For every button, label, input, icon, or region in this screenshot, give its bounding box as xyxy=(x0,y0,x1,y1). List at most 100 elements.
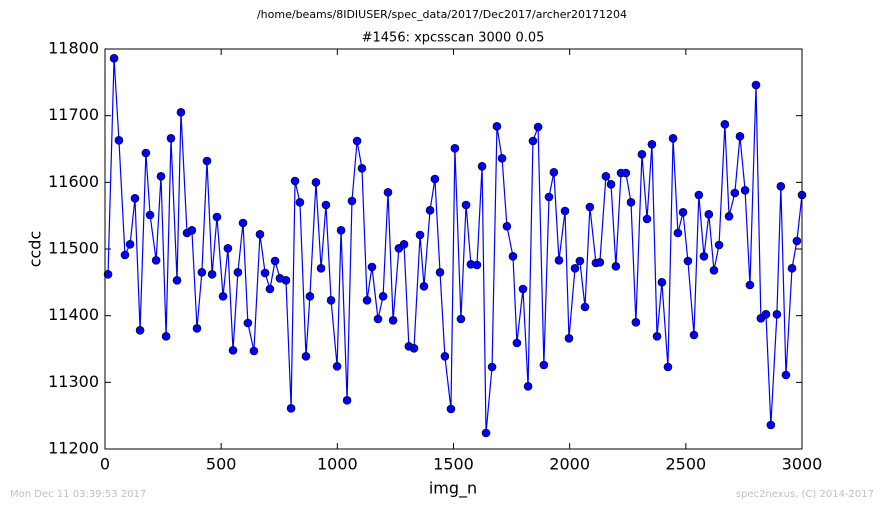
data-point xyxy=(477,162,487,171)
data-point xyxy=(683,256,693,266)
y-tick-label: 11400 xyxy=(48,305,99,324)
data-point xyxy=(367,262,377,272)
x-axis-label: img_n xyxy=(429,479,477,499)
data-point xyxy=(533,122,543,132)
data-point xyxy=(103,270,113,279)
data-point xyxy=(518,284,528,294)
data-point xyxy=(435,268,445,277)
data-point xyxy=(575,256,585,266)
data-point xyxy=(135,326,145,335)
data-point xyxy=(228,346,238,355)
data-point xyxy=(207,270,217,279)
data-point xyxy=(631,318,641,327)
data-point xyxy=(776,182,786,191)
x-tick-label: 3000 xyxy=(782,455,823,474)
data-point xyxy=(249,346,259,356)
data-point xyxy=(197,268,207,277)
data-point xyxy=(528,136,538,146)
data-point xyxy=(580,302,590,312)
data-point xyxy=(223,244,233,253)
data-point xyxy=(399,240,409,249)
plot-frame xyxy=(104,48,803,450)
data-point xyxy=(694,190,704,200)
data-point xyxy=(663,362,673,372)
data-point xyxy=(714,240,724,250)
data-point xyxy=(281,276,291,285)
data-point xyxy=(554,256,564,265)
data-point xyxy=(523,382,533,391)
y-tick-label: 11700 xyxy=(48,105,99,124)
data-point xyxy=(109,54,119,63)
data-point xyxy=(450,144,460,153)
data-point xyxy=(481,428,491,438)
data-point xyxy=(601,172,611,181)
data-point xyxy=(647,140,657,149)
data-point xyxy=(689,330,699,340)
data-point xyxy=(218,292,228,301)
data-point xyxy=(544,192,554,202)
y-tick-label: 11200 xyxy=(48,439,99,458)
y-tick-label: 11300 xyxy=(48,372,99,391)
data-point xyxy=(114,136,124,145)
data-point xyxy=(512,338,522,348)
data-point xyxy=(290,176,300,186)
data-point xyxy=(611,262,621,271)
data-point xyxy=(409,344,419,353)
data-point xyxy=(238,218,248,228)
data-point xyxy=(487,362,497,372)
data-line xyxy=(107,58,803,434)
data-point xyxy=(595,258,605,267)
data-point xyxy=(151,256,161,265)
data-point xyxy=(120,250,130,260)
data-point xyxy=(606,180,616,189)
data-point xyxy=(145,210,155,220)
data-point xyxy=(564,334,574,343)
data-point xyxy=(336,226,346,235)
data-point xyxy=(766,420,776,430)
data-point xyxy=(724,212,734,221)
data-point xyxy=(166,134,176,143)
data-point xyxy=(456,314,466,324)
data-point xyxy=(316,264,326,273)
data-point xyxy=(187,226,197,235)
data-point xyxy=(787,264,797,273)
data-point xyxy=(156,172,166,181)
data-point xyxy=(735,132,745,141)
data-point xyxy=(772,310,782,319)
data-point xyxy=(347,196,357,206)
data-point xyxy=(378,292,388,301)
data-point xyxy=(311,178,321,187)
data-point xyxy=(192,324,202,333)
data-point xyxy=(730,188,740,198)
y-axis-label: ccdc xyxy=(26,231,45,268)
data-point xyxy=(751,80,761,90)
data-point xyxy=(388,316,398,325)
data-point xyxy=(286,404,296,413)
data-point xyxy=(637,150,647,159)
data-point xyxy=(626,198,636,207)
y-tick-label: 11500 xyxy=(48,239,99,258)
chart-title: /home/beams/8IDIUSER/spec_data/2017/Dec2… xyxy=(257,8,627,21)
data-point xyxy=(243,318,253,328)
data-point xyxy=(321,200,331,210)
data-point xyxy=(125,240,135,249)
data-point xyxy=(621,168,631,178)
data-point xyxy=(430,174,440,184)
data-point xyxy=(176,108,186,117)
data-point xyxy=(720,120,730,129)
x-tick-label: 1500 xyxy=(433,455,474,474)
data-point xyxy=(704,210,714,219)
y-tick-label: 11600 xyxy=(48,172,99,191)
x-tick-label: 2500 xyxy=(665,455,706,474)
data-point xyxy=(260,268,270,278)
data-point xyxy=(502,222,512,231)
data-point xyxy=(560,206,570,216)
data-point xyxy=(497,154,507,163)
data-point xyxy=(781,370,791,380)
data-point xyxy=(130,194,140,203)
data-point xyxy=(745,280,755,290)
data-point xyxy=(202,156,212,166)
data-point xyxy=(357,164,367,173)
